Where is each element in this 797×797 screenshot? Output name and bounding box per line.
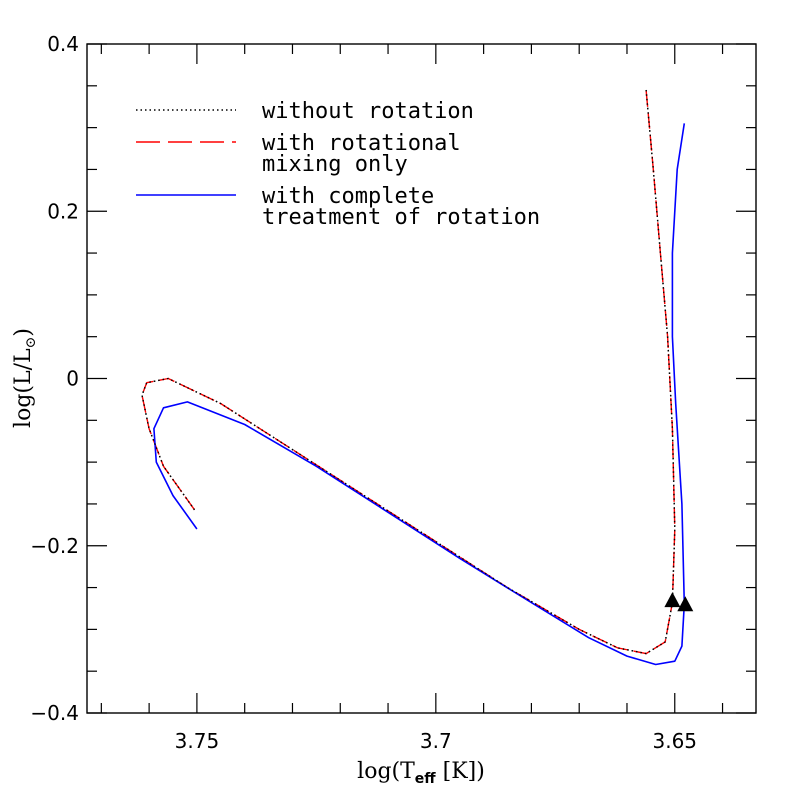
y-tick-label: 0.4 [47, 32, 79, 56]
y-tick-label: 0 [66, 367, 79, 391]
x-axis-label: log(Teff [K]) [357, 759, 485, 787]
y-tick-label: 0.2 [47, 199, 79, 223]
y-axis-label-end: ) [11, 328, 36, 337]
x-axis-label-main: log(T [357, 759, 415, 784]
y-tick-label: −0.2 [30, 534, 79, 558]
y-axis-label-main: log(L/L [11, 348, 36, 428]
plot-frame [86, 43, 757, 714]
legend-label: mixing only [262, 152, 408, 177]
y-axis-label: log(L/L⊙) [11, 328, 39, 428]
series-line-1 [141, 89, 676, 655]
x-axis-label-end: [K]) [436, 759, 485, 784]
legend-label: with complete [262, 184, 434, 209]
triangle-marker [677, 596, 694, 612]
x-axis-label-sub: eff [415, 771, 436, 787]
x-tick-label: 3.7 [420, 729, 452, 753]
triangle-marker [664, 592, 681, 608]
legend-label: treatment of rotation [262, 205, 540, 230]
series-line-1-overlay [141, 89, 676, 655]
series-line-3 [153, 123, 686, 666]
x-tick-label: 3.65 [652, 729, 697, 753]
y-axis-label-sub: ⊙ [23, 337, 39, 349]
series-line-2 [141, 89, 676, 655]
legend-label: with rotational [262, 131, 461, 156]
series-lines [141, 89, 686, 666]
y-tick-label: −0.4 [30, 701, 79, 725]
track-markers [664, 592, 694, 612]
legend-label: without rotation [262, 99, 474, 124]
x-tick-label: 3.75 [175, 729, 220, 753]
tick-labels: 3.75 3.7 3.65 −0.4 −0.2 0 0.2 0.4 [30, 32, 697, 753]
